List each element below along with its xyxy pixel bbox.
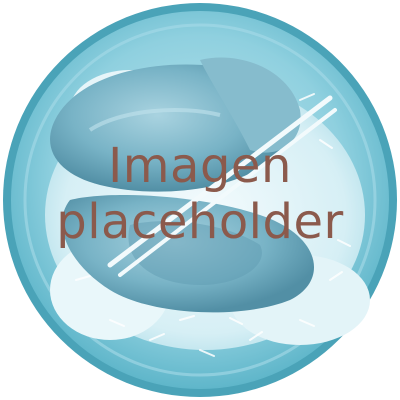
chopsticks [107,95,337,277]
chicken-pieces [50,57,315,313]
